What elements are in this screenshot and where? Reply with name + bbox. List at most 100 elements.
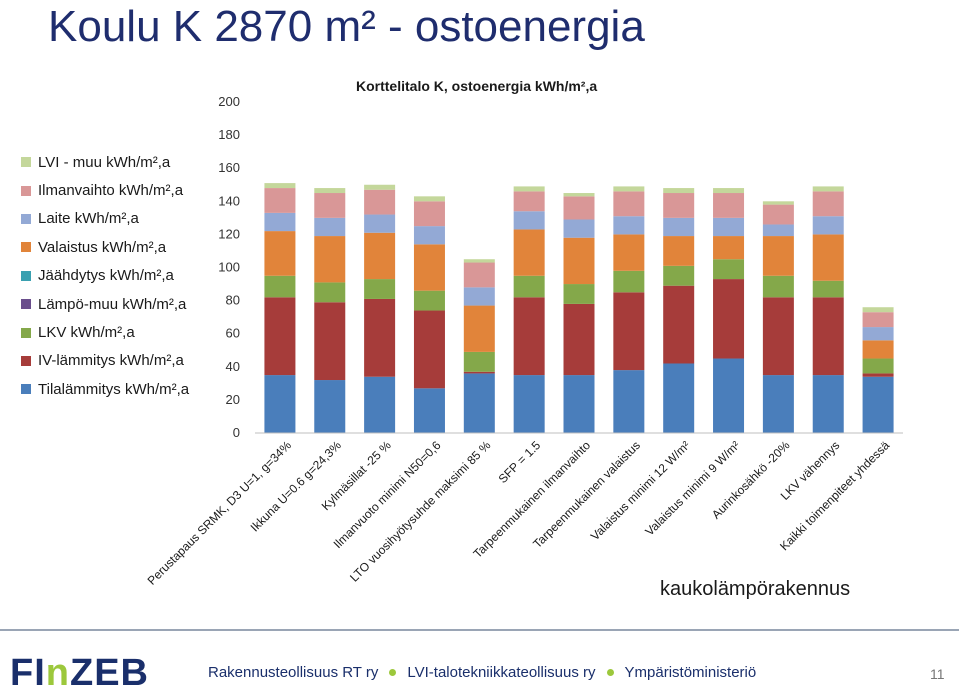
bar-segment xyxy=(513,229,545,276)
footer-org-rt: Rakennusteollisuus RT ry xyxy=(208,664,379,681)
x-tick-label: Valaistus minimi 12 W/m² xyxy=(588,438,693,543)
legend-entry: LVI - muu kWh/m²,a xyxy=(21,148,189,176)
bar-stack xyxy=(613,186,645,433)
bar-segment xyxy=(812,234,844,281)
stacked-bar-chart: 0 20 40 60 80 100 120 140 160 180 200 Perustapaus … xyxy=(145,94,903,588)
bar-segment xyxy=(812,280,844,298)
bar-segment xyxy=(762,375,794,433)
bar-segment xyxy=(364,279,396,299)
bar-segment xyxy=(463,305,495,352)
bar-segment xyxy=(314,217,346,237)
legend-label: Laite kWh/m²,a xyxy=(38,210,139,228)
bar-segment xyxy=(563,219,595,238)
legend-entry: Ilmanvaihto kWh/m²,a xyxy=(21,176,189,204)
legend-label: Tilalämmitys kWh/m²,a xyxy=(38,380,190,398)
bar-segment xyxy=(713,193,745,218)
y-tick-label: 140 xyxy=(218,193,240,208)
bar-segment xyxy=(613,234,645,271)
logo-part-fi: FI xyxy=(10,652,46,694)
y-tick-label: 100 xyxy=(218,260,240,275)
bar-segment xyxy=(762,275,794,298)
bar-stack xyxy=(563,193,595,433)
bar-segment xyxy=(762,201,794,205)
chart-title: Korttelitalo K, ostoenergia kWh/m²,a xyxy=(356,78,598,94)
bar-segment xyxy=(563,303,595,376)
legend-swatch xyxy=(21,270,31,281)
bar-segment xyxy=(463,373,495,433)
footer-org-ym: Ympäristöministeriö xyxy=(624,664,757,681)
bar-segment xyxy=(663,363,695,433)
legend-swatch xyxy=(21,355,31,366)
bar-segment xyxy=(513,375,545,433)
building-type-annotation: kaukolämpörakennus xyxy=(660,578,851,600)
bar-segment xyxy=(463,371,495,374)
bar-segment xyxy=(563,284,595,304)
bar-segment xyxy=(413,388,445,433)
bar-segment xyxy=(613,216,645,235)
bar-stack xyxy=(264,183,296,433)
bar-segment xyxy=(314,193,346,218)
bar-segment xyxy=(812,186,844,192)
bar-segment xyxy=(364,189,396,215)
bar-segment xyxy=(613,270,645,293)
bar-segment xyxy=(713,236,745,260)
bar-segment xyxy=(862,340,894,359)
bar-segment xyxy=(364,184,396,190)
bar-segment xyxy=(862,312,894,328)
bar-stack xyxy=(463,259,495,433)
legend-entry: Jäähdytys kWh/m²,a xyxy=(21,262,189,290)
bar-segment xyxy=(463,262,495,288)
x-tick-label: Ikkuna U=0.6 g=24,3% xyxy=(248,438,344,534)
bar-segment xyxy=(413,196,445,202)
legend-entry: LKV kWh/m²,a xyxy=(21,318,189,346)
y-tick-label: 0 xyxy=(233,425,240,440)
y-tick-label: 120 xyxy=(218,226,240,241)
bar-segment xyxy=(862,376,894,433)
bar-segment xyxy=(563,237,595,285)
legend-entry: IV-lämmitys kWh/m²,a xyxy=(21,347,189,375)
bar-segment xyxy=(413,226,445,245)
legend-label: LVI - muu kWh/m²,a xyxy=(38,153,171,171)
bar-segment xyxy=(563,193,595,197)
legend-label: Valaistus kWh/m²,a xyxy=(38,238,167,256)
bar-stack xyxy=(812,186,844,433)
bar-segment xyxy=(463,287,495,306)
legend-swatch xyxy=(21,242,31,253)
y-tick-label: 200 xyxy=(218,94,240,109)
bar-stack xyxy=(314,188,346,433)
legend-entry: Tilalämmitys kWh/m²,a xyxy=(21,375,189,403)
bullet-dot-icon xyxy=(389,669,397,676)
legend-label: Ilmanvaihto kWh/m²,a xyxy=(38,182,184,200)
bar-segment xyxy=(413,201,445,227)
bar-segment xyxy=(762,204,794,225)
bar-segment xyxy=(264,375,296,433)
bar-segment xyxy=(264,212,296,232)
bar-segment xyxy=(463,351,495,372)
bar-segment xyxy=(663,193,695,218)
bar-segment xyxy=(563,375,595,433)
bar-segment xyxy=(264,275,296,298)
y-tick-label: 60 xyxy=(226,326,240,341)
bar-segment xyxy=(812,191,844,217)
legend-entry: Lämpö-muu kWh/m²,a xyxy=(21,290,189,318)
bar-stack xyxy=(413,196,445,433)
bar-segment xyxy=(663,236,695,266)
bar-segment xyxy=(314,302,346,381)
bar-segment xyxy=(613,191,645,217)
bar-segment xyxy=(513,191,545,212)
bar-segment xyxy=(812,375,844,433)
legend-label: Lämpö-muu kWh/m²,a xyxy=(38,295,187,313)
bar-segment xyxy=(713,188,745,194)
bar-segment xyxy=(862,307,894,313)
bar-segment xyxy=(513,211,545,230)
bar-segment xyxy=(613,292,645,371)
legend-label: Jäähdytys kWh/m²,a xyxy=(38,267,174,285)
y-tick-label: 20 xyxy=(226,392,240,407)
page-number: 11 xyxy=(930,666,945,682)
legend-entry: Laite kWh/m²,a xyxy=(21,205,189,233)
bar-segment xyxy=(812,216,844,235)
x-tick-label: SFP = 1.5 xyxy=(496,438,544,486)
bar-segment xyxy=(314,380,346,433)
bar-segment xyxy=(463,259,495,263)
bar-segment xyxy=(762,297,794,376)
